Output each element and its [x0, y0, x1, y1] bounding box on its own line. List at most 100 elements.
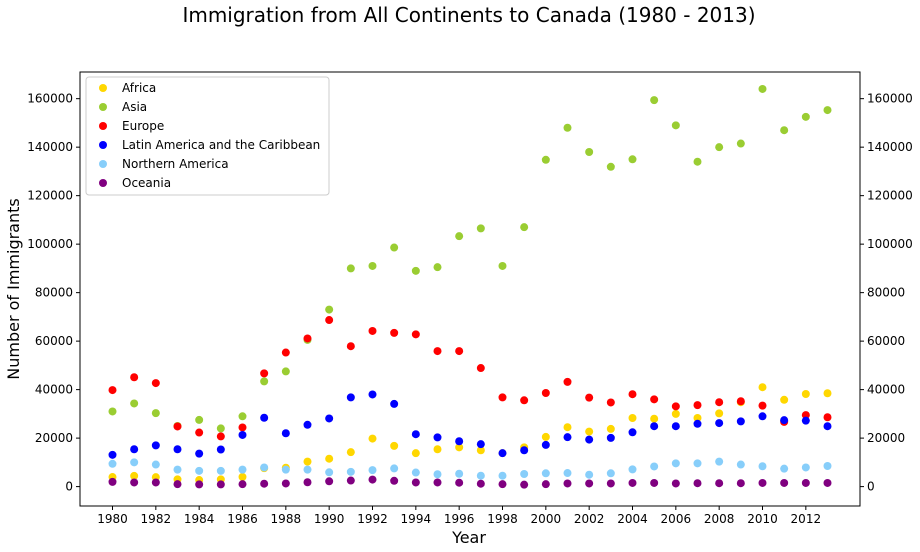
point-northern-america	[411, 468, 420, 477]
point-latin-america-and-the-caribbean	[411, 430, 420, 439]
x-tick-label: 2010	[747, 512, 778, 526]
point-northern-america	[606, 469, 615, 478]
point-africa	[650, 414, 659, 423]
point-asia	[801, 112, 810, 121]
point-oceania	[433, 478, 442, 487]
point-oceania	[671, 479, 680, 488]
point-asia	[368, 261, 377, 270]
x-tick-label: 1996	[444, 512, 475, 526]
point-latin-america-and-the-caribbean	[238, 430, 247, 439]
point-oceania	[801, 478, 810, 487]
point-latin-america-and-the-caribbean	[390, 399, 399, 408]
point-europe	[346, 342, 355, 351]
point-europe	[715, 398, 724, 407]
x-tick-label: 1984	[184, 512, 215, 526]
point-africa	[606, 424, 615, 433]
point-latin-america-and-the-caribbean	[585, 435, 594, 444]
point-europe	[108, 386, 117, 395]
point-northern-america	[693, 459, 702, 468]
point-northern-america	[563, 469, 572, 478]
point-europe	[281, 348, 290, 357]
point-asia	[693, 157, 702, 166]
y-tick-label-right: 100000	[867, 237, 913, 251]
point-europe	[151, 379, 160, 388]
point-africa	[130, 471, 139, 480]
point-europe	[455, 347, 464, 356]
y-tick-label-left: 120000	[27, 189, 73, 203]
point-latin-america-and-the-caribbean	[628, 428, 637, 437]
point-asia	[238, 412, 247, 421]
point-northern-america	[260, 463, 269, 472]
y-tick-label-left: 160000	[27, 92, 73, 106]
point-northern-america	[303, 465, 312, 474]
legend-marker	[99, 103, 107, 111]
point-northern-america	[671, 459, 680, 468]
point-europe	[693, 401, 702, 410]
point-oceania	[130, 478, 139, 487]
point-latin-america-and-the-caribbean	[173, 445, 182, 454]
point-europe	[325, 316, 334, 325]
legend-box	[85, 76, 330, 196]
point-asia	[455, 232, 464, 241]
point-asia	[346, 264, 355, 273]
point-latin-america-and-the-caribbean	[346, 393, 355, 402]
point-latin-america-and-the-caribbean	[498, 449, 507, 458]
point-oceania	[541, 480, 550, 489]
point-europe	[411, 330, 420, 339]
point-oceania	[281, 479, 290, 488]
x-tick-label: 2008	[704, 512, 735, 526]
point-oceania	[823, 478, 832, 487]
point-europe	[758, 401, 767, 410]
y-tick-label-left: 140000	[27, 140, 73, 154]
point-europe	[260, 369, 269, 378]
point-northern-america	[628, 465, 637, 474]
point-africa	[476, 446, 485, 455]
point-asia	[498, 261, 507, 270]
x-tick-label: 2000	[531, 512, 562, 526]
point-europe	[195, 428, 204, 437]
point-northern-america	[455, 469, 464, 478]
point-latin-america-and-the-caribbean	[151, 441, 160, 450]
point-asia	[520, 223, 529, 232]
x-tick-label: 1988	[271, 512, 302, 526]
x-tick-label: 1980	[97, 512, 128, 526]
point-asia	[281, 367, 290, 376]
point-asia	[671, 121, 680, 130]
point-europe	[736, 397, 745, 406]
point-northern-america	[758, 462, 767, 471]
point-latin-america-and-the-caribbean	[368, 390, 377, 399]
point-oceania	[585, 479, 594, 488]
y-tick-label-right: 20000	[867, 431, 905, 445]
point-oceania	[195, 480, 204, 489]
point-europe	[433, 347, 442, 356]
point-latin-america-and-the-caribbean	[823, 422, 832, 431]
point-northern-america	[801, 463, 810, 472]
point-oceania	[520, 480, 529, 489]
point-africa	[346, 448, 355, 457]
point-asia	[585, 148, 594, 157]
x-tick-label: 2002	[574, 512, 605, 526]
point-latin-america-and-the-caribbean	[693, 419, 702, 428]
point-latin-america-and-the-caribbean	[715, 419, 724, 428]
point-oceania	[606, 479, 615, 488]
point-asia	[433, 263, 442, 272]
legend: Africa Asia Europe Latin America and the Ca…	[85, 76, 330, 196]
point-latin-america-and-the-caribbean	[606, 433, 615, 442]
point-europe	[823, 413, 832, 422]
point-oceania	[498, 480, 507, 489]
point-oceania	[216, 480, 225, 489]
point-oceania	[260, 479, 269, 488]
point-africa	[628, 413, 637, 422]
point-northern-america	[216, 466, 225, 475]
point-africa	[693, 413, 702, 422]
point-oceania	[173, 480, 182, 489]
point-latin-america-and-the-caribbean	[650, 422, 659, 431]
y-tick-label-right: 60000	[867, 334, 905, 348]
point-europe	[303, 334, 312, 343]
point-latin-america-and-the-caribbean	[563, 433, 572, 442]
point-latin-america-and-the-caribbean	[455, 437, 464, 446]
point-northern-america	[736, 460, 745, 469]
point-europe	[801, 411, 810, 420]
point-latin-america-and-the-caribbean	[325, 414, 334, 423]
